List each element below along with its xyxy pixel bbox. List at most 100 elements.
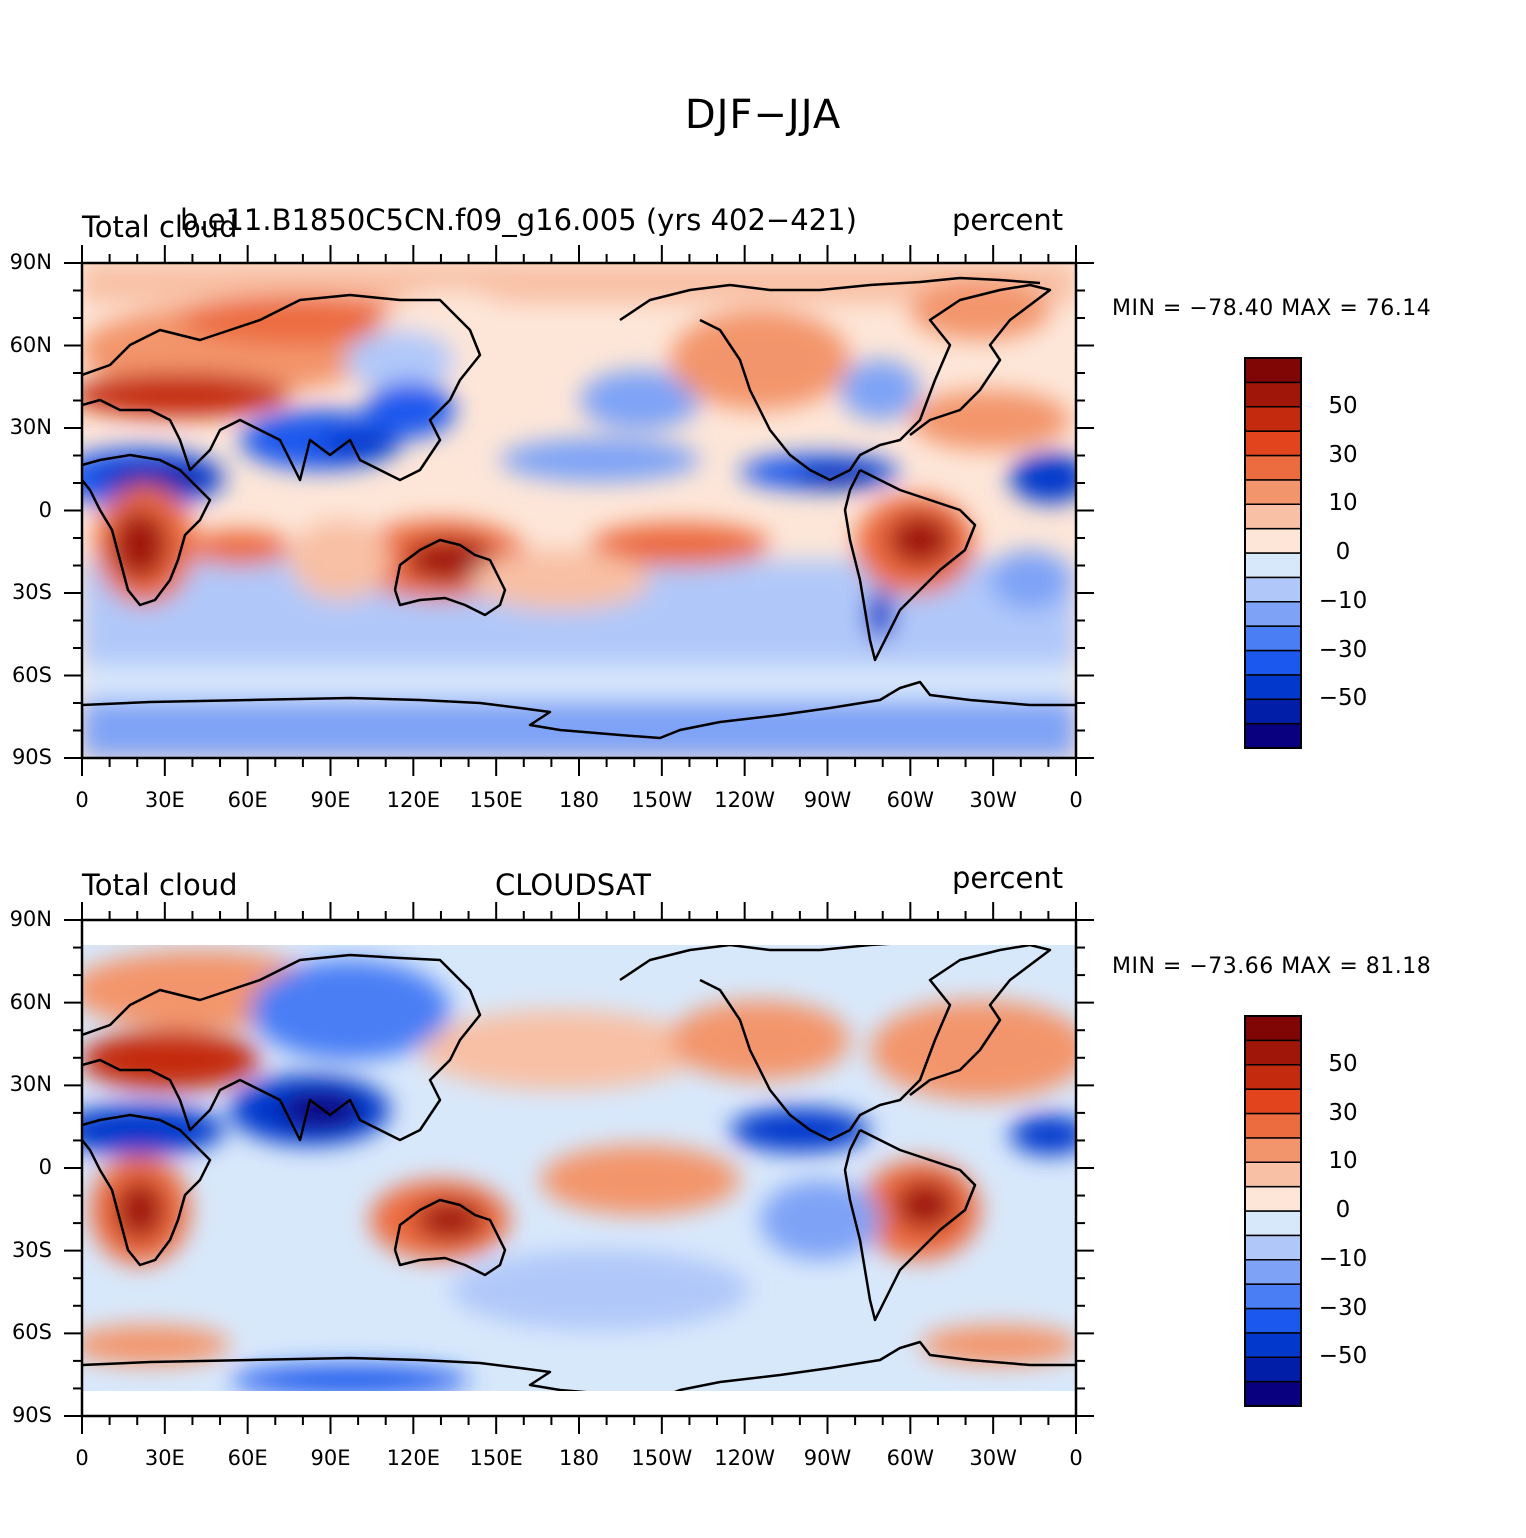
panel1-lon-label: 90E bbox=[310, 788, 351, 812]
panel1-colorbar-label: 0 bbox=[1335, 539, 1351, 565]
panel1-colorbar-swatch bbox=[1244, 649, 1302, 676]
panel2-colorbar-label: 30 bbox=[1328, 1099, 1358, 1126]
panel2-lat-label: 90N bbox=[9, 907, 52, 931]
panel1-colorbar-swatch bbox=[1244, 527, 1302, 554]
panel1-lon-label: 0 bbox=[1069, 788, 1083, 812]
panel1-colorbar-label: 50 bbox=[1328, 392, 1358, 419]
panel2-colorbar-swatch bbox=[1244, 1112, 1302, 1139]
panel1-lat-label: 60S bbox=[11, 662, 52, 687]
panel2-colorbar-swatch bbox=[1244, 1161, 1302, 1188]
panel2-colorbar-swatch bbox=[1244, 1234, 1302, 1261]
panel2-lat-label: 60N bbox=[9, 989, 52, 1014]
panel1-colorbar-label: 30 bbox=[1328, 441, 1358, 468]
panel1-lat-label: 0 bbox=[38, 497, 52, 522]
panel1-colorbar-swatch bbox=[1244, 674, 1302, 700]
panel1-lon-label: 150W bbox=[631, 788, 693, 812]
panel1-lat-label: 60N bbox=[9, 332, 52, 357]
panel2-colorbar-swatch bbox=[1244, 1185, 1302, 1212]
panel2-lon-label: 60E bbox=[227, 1446, 268, 1470]
panel1-colorbar-swatch bbox=[1244, 625, 1302, 652]
panel1-lon-label: 150E bbox=[469, 788, 523, 812]
panel1-colorbar-swatch bbox=[1244, 381, 1302, 408]
panel1-colorbar-label: −30 bbox=[1318, 636, 1368, 663]
panel2-colorbar-swatch bbox=[1244, 1039, 1302, 1066]
panel1-lon-label: 0 bbox=[75, 788, 89, 812]
panel1-lon-label: 120E bbox=[386, 788, 440, 812]
panel2-lon-label: 0 bbox=[1069, 1446, 1083, 1470]
panel1-colorbar-swatch bbox=[1244, 552, 1302, 579]
panel1-colorbar-swatch bbox=[1244, 601, 1302, 627]
panel2-colorbar-swatch bbox=[1244, 1015, 1302, 1042]
panel1-map bbox=[82, 263, 1076, 758]
panel2-colorbar-swatch bbox=[1244, 1088, 1302, 1115]
panel2-minmax: MIN = −73.66 MAX = 81.18 bbox=[1112, 954, 1432, 979]
panel2-lon-label: 180 bbox=[558, 1446, 600, 1470]
panel2-lat-label: 30S bbox=[11, 1237, 52, 1262]
panel2-colorbar-label: −10 bbox=[1318, 1245, 1368, 1272]
panel2-colorbar-swatch bbox=[1244, 1064, 1302, 1090]
panel2-lon-label: 150E bbox=[469, 1446, 523, 1470]
panel2-lon-label: 120W bbox=[714, 1446, 776, 1470]
panel2-lon-label: 60W bbox=[886, 1446, 935, 1470]
panel1-colorbar bbox=[1244, 357, 1302, 749]
figure-title: DJF−JJA bbox=[684, 92, 842, 138]
panel2-lat-label: 90S bbox=[11, 1403, 52, 1427]
panel1-lon-label: 60W bbox=[886, 788, 935, 812]
panel1-colorbar-swatch bbox=[1244, 430, 1302, 457]
panel2-colorbar-swatch bbox=[1244, 1283, 1302, 1310]
panel2-colorbar-label: −50 bbox=[1318, 1343, 1368, 1370]
panel2-lon-label: 90W bbox=[803, 1446, 852, 1470]
panel2-lon-label: 30E bbox=[144, 1446, 185, 1470]
panel1-colorbar-swatch bbox=[1244, 698, 1302, 725]
panel1-left-label: Total cloud bbox=[82, 210, 238, 244]
panel2-colorbar-swatch bbox=[1244, 1210, 1302, 1237]
panel1-lon-label: 60E bbox=[227, 788, 268, 812]
panel1-lon-label: 120W bbox=[714, 788, 776, 812]
panel2-colorbar-swatch bbox=[1244, 1307, 1302, 1334]
panel1-colorbar-label: 10 bbox=[1328, 490, 1358, 517]
panel2-left-label: Total cloud bbox=[82, 868, 238, 902]
panel2-colorbar-label: 0 bbox=[1335, 1197, 1351, 1223]
panel2-colorbar-swatch bbox=[1244, 1259, 1302, 1285]
panel2-lat-label: 60S bbox=[11, 1320, 52, 1345]
panel1-colorbar-swatch bbox=[1244, 357, 1302, 384]
panel2-colorbar-label: 10 bbox=[1328, 1148, 1358, 1175]
panel2-colorbar-label: −30 bbox=[1318, 1294, 1368, 1321]
panel1-colorbar-frame bbox=[1244, 357, 1302, 749]
panel1-colorbar-swatch bbox=[1244, 479, 1302, 505]
panel2-lon-label: 30W bbox=[969, 1446, 1017, 1470]
panel1-right-label: percent bbox=[952, 203, 1064, 237]
panel1-lat-label: 30N bbox=[9, 415, 52, 439]
panel1-lon-label: 30W bbox=[969, 788, 1017, 812]
panel1-colorbar-label: −50 bbox=[1318, 685, 1368, 712]
panel1-colorbar-swatch bbox=[1244, 503, 1302, 530]
panel2-lon-label: 150W bbox=[631, 1446, 693, 1470]
panel2-lat-label: 30N bbox=[9, 1072, 52, 1097]
panel2-colorbar-frame bbox=[1244, 1015, 1302, 1407]
panel2-colorbar-swatch bbox=[1244, 1356, 1302, 1383]
panel1-minmax: MIN = −78.40 MAX = 76.14 bbox=[1112, 296, 1432, 321]
panel1-colorbar-swatch bbox=[1244, 454, 1302, 481]
panel2-colorbar-swatch bbox=[1244, 1380, 1302, 1407]
panel2-map bbox=[82, 945, 1076, 1391]
panel1-colorbar-swatch bbox=[1244, 722, 1302, 749]
panel2-lat-label: 0 bbox=[38, 1155, 52, 1179]
panel2-center-label: CLOUDSAT bbox=[495, 868, 652, 902]
panel1-lat-label: 90S bbox=[11, 745, 52, 769]
panel2-lon-label: 0 bbox=[75, 1446, 89, 1470]
panel2-colorbar bbox=[1244, 1015, 1302, 1407]
panel1-lat-label: 30S bbox=[11, 580, 52, 604]
panel2-lon-label: 120E bbox=[386, 1446, 440, 1470]
panel2-colorbar-swatch bbox=[1244, 1137, 1302, 1163]
panel1-colorbar-label: −10 bbox=[1318, 587, 1368, 614]
panel1-colorbar-swatch bbox=[1244, 406, 1302, 432]
panel2-right-label: percent bbox=[952, 861, 1064, 895]
panel2-colorbar-swatch bbox=[1244, 1332, 1302, 1358]
panel2-colorbar-label: 50 bbox=[1328, 1050, 1358, 1077]
panel1-lon-label: 90W bbox=[803, 788, 852, 812]
panel1-colorbar-swatch bbox=[1244, 576, 1302, 603]
panel1-lon-label: 30E bbox=[144, 788, 185, 812]
panel1-center-label: b.e11.B1850C5CN.f09_g16.005 (yrs 402−421… bbox=[180, 203, 857, 237]
panel1-lon-label: 180 bbox=[558, 788, 600, 812]
